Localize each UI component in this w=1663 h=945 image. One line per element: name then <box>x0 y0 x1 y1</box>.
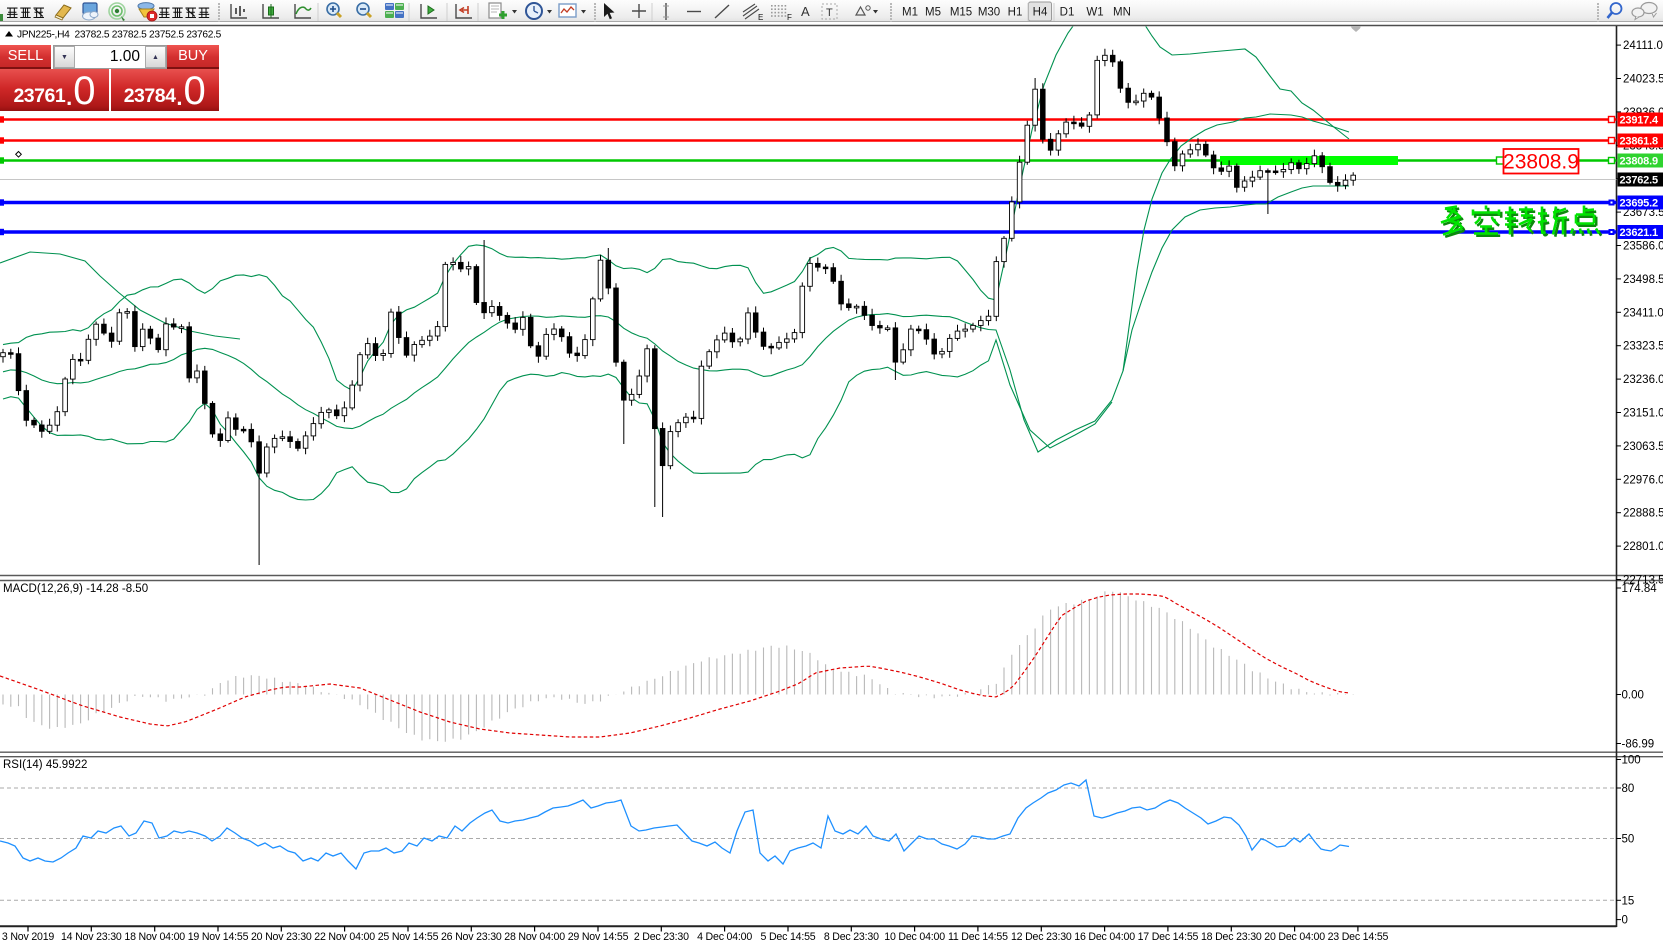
svg-text:50: 50 <box>1622 834 1635 846</box>
svg-text:100: 100 <box>1622 755 1641 767</box>
svg-text:MN: MN <box>1113 7 1131 19</box>
svg-text:28 Nov 04:00: 28 Nov 04:00 <box>504 931 565 943</box>
svg-text:M5: M5 <box>925 7 941 19</box>
svg-text:22801.0: 22801.0 <box>1623 541 1663 553</box>
svg-text:M30: M30 <box>978 7 1000 19</box>
svg-text:8 Dec 23:30: 8 Dec 23:30 <box>824 931 879 943</box>
svg-text:23586.0: 23586.0 <box>1623 241 1663 253</box>
svg-text:22713.5: 22713.5 <box>1623 575 1663 587</box>
svg-text:JPN225-,H4 23782.5 23782.5 23: JPN225-,H4 23782.5 23782.5 23752.5 23762… <box>17 30 222 41</box>
svg-text:80: 80 <box>1622 783 1635 795</box>
svg-text:23861.8: 23861.8 <box>1620 136 1658 148</box>
svg-text:F: F <box>787 13 792 22</box>
svg-text:20 Dec 04:00: 20 Dec 04:00 <box>1264 931 1325 943</box>
svg-text:M1: M1 <box>902 7 918 19</box>
svg-text:A: A <box>801 4 810 19</box>
svg-text:23762.5: 23762.5 <box>1620 175 1658 187</box>
svg-text:M15: M15 <box>950 7 972 19</box>
svg-text:20 Nov 23:30: 20 Nov 23:30 <box>251 931 312 943</box>
svg-text:23808.9: 23808.9 <box>1620 156 1658 168</box>
svg-text:RSI(14) 45.9922: RSI(14) 45.9922 <box>3 759 87 771</box>
svg-text:17 Dec 14:55: 17 Dec 14:55 <box>1138 931 1199 943</box>
svg-text:5 Dec 14:55: 5 Dec 14:55 <box>761 931 816 943</box>
svg-text:23673.5: 23673.5 <box>1623 207 1663 219</box>
svg-text:W1: W1 <box>1086 7 1103 19</box>
svg-text:23411.0: 23411.0 <box>1623 307 1663 319</box>
svg-text:11 Dec 14:55: 11 Dec 14:55 <box>948 931 1008 943</box>
svg-text:3 Nov 2019: 3 Nov 2019 <box>2 931 54 943</box>
svg-text:-86.99: -86.99 <box>1622 739 1655 751</box>
svg-text:22 Nov 04:00: 22 Nov 04:00 <box>314 931 375 943</box>
svg-text:23063.5: 23063.5 <box>1623 441 1663 453</box>
svg-text:23808.9: 23808.9 <box>1503 151 1579 174</box>
svg-text:18 Nov 04:00: 18 Nov 04:00 <box>124 931 185 943</box>
svg-text:23151.0: 23151.0 <box>1623 408 1663 420</box>
svg-text:MACD(12,26,9) -14.28 -8.50: MACD(12,26,9) -14.28 -8.50 <box>3 583 148 595</box>
svg-text:15: 15 <box>1622 895 1635 907</box>
svg-text:23621.1: 23621.1 <box>1620 227 1658 239</box>
svg-text:174.84: 174.84 <box>1622 583 1658 595</box>
svg-text:23917.4: 23917.4 <box>1620 115 1659 127</box>
svg-text:23236.0: 23236.0 <box>1623 374 1663 386</box>
svg-text:14 Nov 23:30: 14 Nov 23:30 <box>61 931 122 943</box>
svg-text:23695.2: 23695.2 <box>1620 198 1658 210</box>
svg-text:23323.5: 23323.5 <box>1623 341 1663 353</box>
svg-text:29 Nov 14:55: 29 Nov 14:55 <box>568 931 629 943</box>
svg-text:4 Dec 04:00: 4 Dec 04:00 <box>697 931 752 943</box>
svg-text:25 Nov 14:55: 25 Nov 14:55 <box>378 931 439 943</box>
svg-text:16 Dec 04:00: 16 Dec 04:00 <box>1074 931 1135 943</box>
svg-text:T: T <box>826 7 833 19</box>
svg-text:H4: H4 <box>1033 7 1048 19</box>
svg-text:12 Dec 23:30: 12 Dec 23:30 <box>1011 931 1072 943</box>
svg-text:19 Nov 14:55: 19 Nov 14:55 <box>188 931 249 943</box>
svg-text:23498.5: 23498.5 <box>1623 274 1663 286</box>
svg-text:H1: H1 <box>1008 7 1023 19</box>
svg-text:24023.5: 24023.5 <box>1623 74 1663 86</box>
svg-text:E: E <box>758 13 763 22</box>
svg-text:18 Dec 23:30: 18 Dec 23:30 <box>1201 931 1262 943</box>
svg-text:22888.5: 22888.5 <box>1623 508 1663 520</box>
svg-text:24111.0: 24111.0 <box>1623 40 1663 52</box>
svg-text:23 Dec 14:55: 23 Dec 14:55 <box>1328 931 1389 943</box>
svg-text:D1: D1 <box>1060 7 1075 19</box>
svg-text:26 Nov 23:30: 26 Nov 23:30 <box>441 931 502 943</box>
svg-text:0: 0 <box>1622 915 1628 927</box>
svg-text:22976.0: 22976.0 <box>1623 474 1663 486</box>
svg-text:0.00: 0.00 <box>1622 690 1644 702</box>
svg-text:10 Dec 04:00: 10 Dec 04:00 <box>884 931 945 943</box>
svg-text:2 Dec 23:30: 2 Dec 23:30 <box>634 931 689 943</box>
